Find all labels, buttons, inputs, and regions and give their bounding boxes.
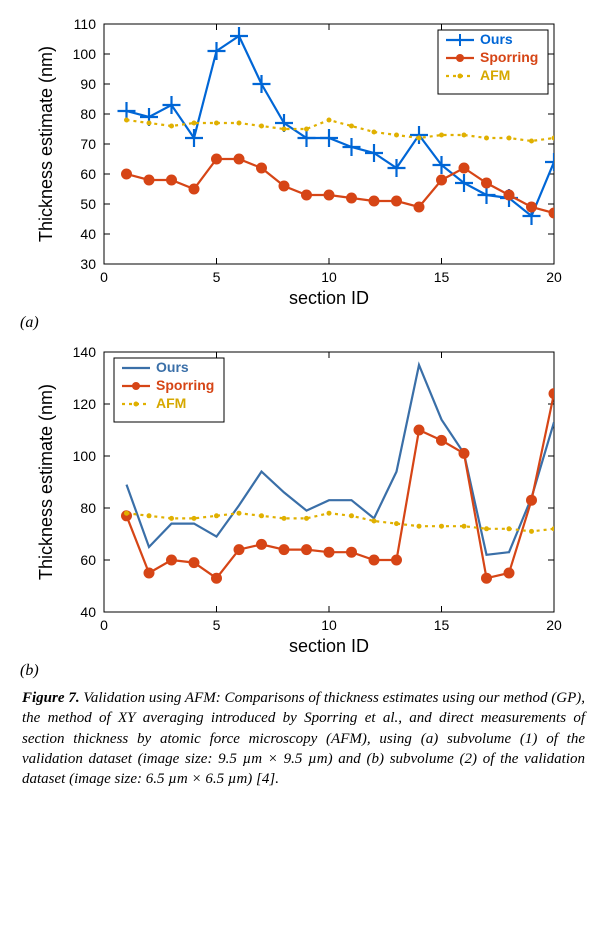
- chart-b: 0 5 10 15 20 40 60 80 100 120 140 section ID Thickne…: [12, 340, 595, 660]
- svg-text:AFM: AFM: [480, 67, 510, 83]
- svg-text:15: 15: [433, 617, 449, 633]
- svg-text:AFM: AFM: [156, 395, 186, 411]
- figure-caption-text: Validation using AFM: Comparisons of thi…: [22, 690, 585, 787]
- chart-b-panel: 0 5 10 15 20 40 60 80 100 120 140 section ID Thickne…: [12, 340, 595, 680]
- svg-text:50: 50: [80, 196, 96, 212]
- svg-text:90: 90: [80, 76, 96, 92]
- figure-label: Figure 7.: [22, 690, 80, 706]
- chart-a-panel: 0 5 10 15 20 30 40 50 60 70 80 90 100 110 section ID Th…: [12, 12, 595, 332]
- svg-text:Thickness estimate (nm): Thickness estimate (nm): [36, 46, 56, 242]
- svg-text:60: 60: [80, 166, 96, 182]
- svg-text:Thickness estimate (nm): Thickness estimate (nm): [36, 384, 56, 580]
- subplot-label-a: (a): [20, 314, 595, 332]
- svg-text:15: 15: [433, 269, 449, 285]
- svg-text:30: 30: [80, 256, 96, 272]
- svg-text:Sporring: Sporring: [480, 49, 538, 65]
- svg-text:80: 80: [80, 500, 96, 516]
- svg-text:20: 20: [546, 269, 562, 285]
- svg-text:80: 80: [80, 106, 96, 122]
- svg-text:70: 70: [80, 136, 96, 152]
- svg-text:10: 10: [321, 269, 337, 285]
- svg-text:140: 140: [72, 344, 96, 360]
- svg-text:5: 5: [212, 269, 220, 285]
- svg-text:0: 0: [100, 269, 108, 285]
- figure-caption: Figure 7. Validation using AFM: Comparis…: [22, 688, 585, 789]
- svg-text:section ID: section ID: [288, 636, 368, 656]
- svg-text:100: 100: [72, 448, 96, 464]
- svg-text:section ID: section ID: [288, 288, 368, 308]
- svg-text:120: 120: [72, 396, 96, 412]
- svg-text:40: 40: [80, 604, 96, 620]
- svg-text:40: 40: [80, 226, 96, 242]
- svg-text:20: 20: [546, 617, 562, 633]
- chart-a: 0 5 10 15 20 30 40 50 60 70 80 90 100 110 section ID Th…: [12, 12, 595, 312]
- svg-text:0: 0: [100, 617, 108, 633]
- svg-text:100: 100: [72, 46, 96, 62]
- svg-text:110: 110: [73, 16, 96, 32]
- svg-text:5: 5: [212, 617, 220, 633]
- svg-text:Ours: Ours: [480, 31, 513, 47]
- svg-text:10: 10: [321, 617, 337, 633]
- svg-text:Ours: Ours: [156, 359, 189, 375]
- subplot-label-b: (b): [20, 662, 595, 680]
- svg-text:Sporring: Sporring: [156, 377, 214, 393]
- svg-text:60: 60: [80, 552, 96, 568]
